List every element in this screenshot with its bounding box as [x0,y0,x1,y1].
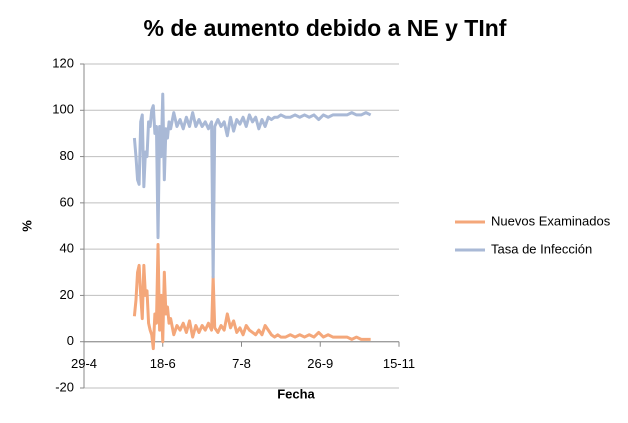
y-tick-label: 40 [60,241,74,256]
x-tick-label: 26-9 [307,356,333,371]
y-tick-label: -20 [55,379,74,394]
y-axis-label: % [19,220,34,232]
x-tick-label: 15-11 [383,356,415,371]
data-line [132,92,372,279]
chart-title: % de aumento debido a NE y TInf [144,15,507,41]
data-line [132,243,371,351]
y-tick-label: 20 [60,287,74,302]
y-tick-label: 60 [60,194,74,209]
x-tick-label: 7-8 [232,356,251,371]
legend-label: Tasa de Infección [491,241,592,256]
y-tick-label: 80 [60,148,74,163]
y-tick-label: 120 [52,55,74,70]
y-tick-label: 100 [52,102,74,117]
y-tick-label: 0 [67,333,74,348]
legend-label: Nuevos Examinados [491,213,611,228]
x-axis-label: Fecha [277,386,315,401]
x-tick-label: 18-6 [150,356,176,371]
x-tick-label: 29-4 [71,356,97,371]
